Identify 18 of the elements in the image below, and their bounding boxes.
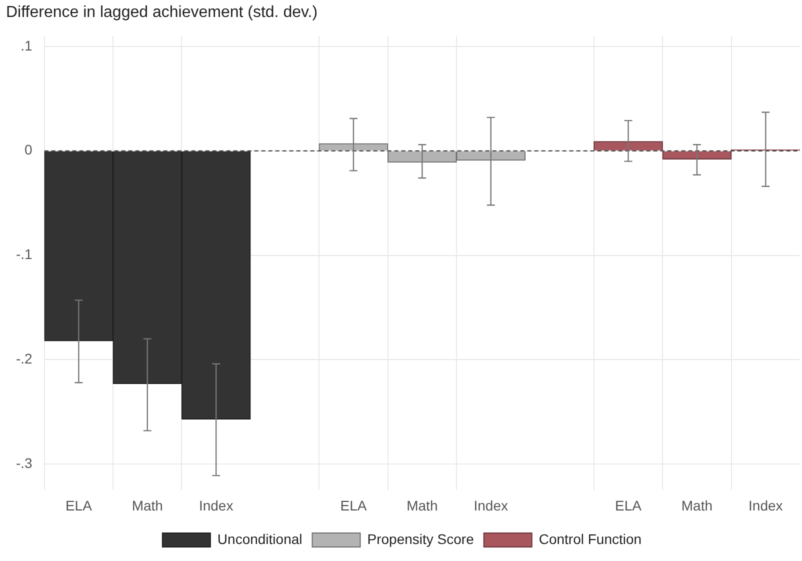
x-tick-label: Index: [198, 497, 234, 514]
x-tick-label: Math: [132, 497, 163, 514]
y-tick-label: -.1: [16, 246, 33, 262]
x-tick-label: Index: [474, 497, 508, 514]
y-tick-label: -.3: [16, 454, 33, 471]
y-tick-label: -.2: [16, 350, 33, 367]
x-tick-label: ELA: [615, 497, 642, 514]
x-tick-label: ELA: [340, 497, 368, 514]
y-tick-label: .1: [20, 37, 33, 54]
y-tick-label: 0: [24, 142, 33, 158]
x-tick-label: Math: [406, 497, 438, 514]
chart-title: Difference in lagged achievement (std. dev.): [6, 4, 318, 22]
x-tick-label: ELA: [65, 497, 93, 514]
x-tick-label: Index: [748, 497, 783, 514]
legend-label: Control Function: [538, 530, 642, 547]
x-tick-label: Math: [681, 497, 713, 514]
legend-label: Propensity Score: [367, 530, 474, 547]
legend-label: Unconditional: [217, 530, 302, 547]
